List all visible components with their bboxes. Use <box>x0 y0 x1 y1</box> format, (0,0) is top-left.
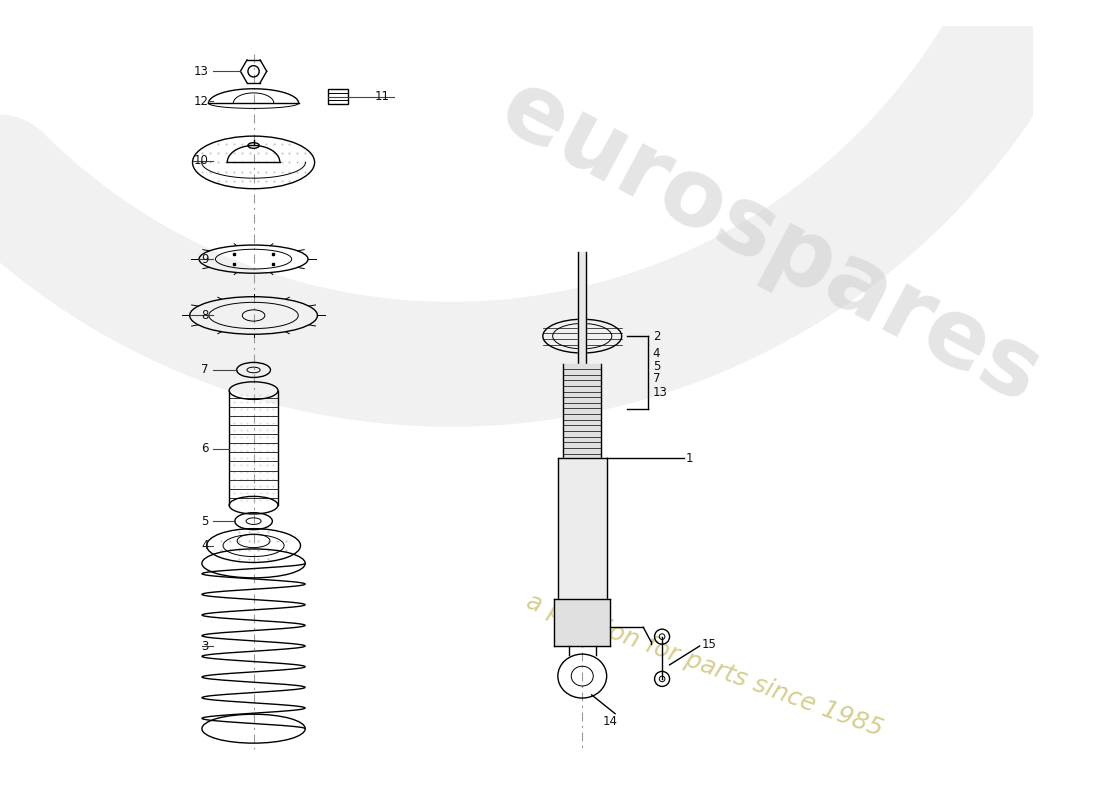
Text: 15: 15 <box>702 638 716 650</box>
Text: 12: 12 <box>194 95 209 108</box>
Text: 10: 10 <box>194 154 209 167</box>
Text: 4: 4 <box>652 347 660 361</box>
Text: 13: 13 <box>194 65 209 78</box>
Text: 13: 13 <box>652 386 668 399</box>
Text: 5: 5 <box>201 514 209 528</box>
Text: 7: 7 <box>652 372 660 385</box>
Text: 11: 11 <box>375 90 389 103</box>
Text: 1: 1 <box>685 452 693 465</box>
Text: 4: 4 <box>201 539 209 552</box>
Text: a passion for parts since 1985: a passion for parts since 1985 <box>522 589 886 741</box>
Text: 5: 5 <box>652 360 660 373</box>
Text: eurospares: eurospares <box>485 62 1055 423</box>
Text: 6: 6 <box>201 442 209 455</box>
Text: 2: 2 <box>652 330 660 342</box>
Text: 9: 9 <box>201 253 209 266</box>
Text: 8: 8 <box>201 309 209 322</box>
Text: 7: 7 <box>201 363 209 377</box>
Text: 3: 3 <box>201 639 209 653</box>
FancyBboxPatch shape <box>328 89 349 104</box>
Text: 14: 14 <box>603 714 618 728</box>
